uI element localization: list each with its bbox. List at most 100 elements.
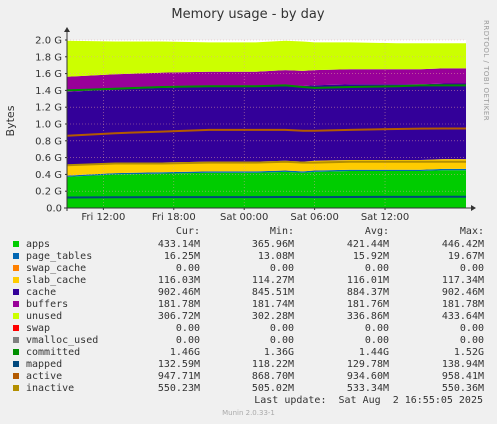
x-tick-label: Sat 12:00 <box>361 212 409 223</box>
legend-name: active <box>26 371 63 382</box>
legend-max: 19.67M <box>447 251 484 262</box>
y-tick-label: 2.0 G <box>35 36 62 47</box>
legend-row-committed: committed 1.46G 1.36G 1.44G 1.52G <box>0 347 497 359</box>
legend-name: inactive <box>26 383 75 394</box>
chart-title: Memory usage - by day <box>171 7 324 22</box>
legend-min: 868.70M <box>251 371 294 382</box>
y-tick-label: 0.2 G <box>35 187 62 198</box>
legend-avg: 421.44M <box>346 239 389 250</box>
line-mapped <box>66 195 466 199</box>
x-tick-label: Fri 12:00 <box>81 212 125 223</box>
header-avg: Avg: <box>364 226 389 237</box>
legend-swatch <box>13 337 19 343</box>
legend-avg: 533.34M <box>346 383 389 394</box>
legend-row-slab_cache: slab_cache 116.03M 114.27M 116.01M 117.34M <box>0 275 497 287</box>
legend-min: 118.22M <box>251 359 294 370</box>
line-active <box>66 127 466 137</box>
legend-row-page_tables: page_tables 16.25M 13.08M 15.92M 19.67M <box>0 251 497 263</box>
legend-cur: 550.23M <box>157 383 200 394</box>
header-max: Max: <box>459 226 484 237</box>
legend-row-swap_cache: swap_cache 0.00 0.00 0.00 0.00 <box>0 263 497 275</box>
legend-swatch <box>13 313 19 319</box>
legend-cur: 306.72M <box>157 311 200 322</box>
legend-min: 13.08M <box>257 251 294 262</box>
legend-min: 505.02M <box>251 383 294 394</box>
legend-max: 181.78M <box>441 299 484 310</box>
x-tick-label: Sat 06:00 <box>290 212 338 223</box>
axes <box>64 27 476 211</box>
legend-avg: 129.78M <box>346 359 389 370</box>
legend-row-apps: apps 433.14M 365.96M 421.44M 446.42M <box>0 239 497 251</box>
legend-name: mapped <box>26 359 63 370</box>
legend-name: committed <box>26 347 81 358</box>
legend-row-vmalloc_used: vmalloc_used 0.00 0.00 0.00 0.00 <box>0 335 497 347</box>
last-update: Last update: Sat Aug 2 16:55:05 2025 <box>254 395 483 406</box>
legend-swatch <box>13 265 19 271</box>
stacked-areas <box>67 40 466 208</box>
legend-row-cache: cache 902.46M 845.51M 884.37M 902.46M <box>0 287 497 299</box>
legend-avg: 0.00 <box>364 335 389 346</box>
legend-avg: 934.60M <box>346 371 389 382</box>
x-axis-arrow <box>471 205 476 211</box>
y-tick-label: 1.2 G <box>35 103 62 114</box>
legend-swatch <box>13 289 19 295</box>
y-tick-label: 0.4 G <box>35 170 62 181</box>
x-tick-labels: Fri 12:00 Fri 18:00 Sat 00:00 Sat 06:00 Sat … <box>81 208 409 223</box>
legend-min: 845.51M <box>251 287 294 298</box>
overlay-lines <box>66 84 466 199</box>
area-apps <box>67 170 466 208</box>
y-tick-label: 1.4 G <box>35 86 62 97</box>
legend-max: 138.94M <box>441 359 484 370</box>
legend-name: slab_cache <box>26 275 87 286</box>
legend-name: buffers <box>26 299 69 310</box>
legend-cur: 947.71M <box>157 371 200 382</box>
legend-cur: 0.00 <box>175 323 200 334</box>
legend-avg: 884.37M <box>346 287 389 298</box>
legend-cur: 132.59M <box>157 359 200 370</box>
legend-row-buffers: buffers 181.78M 181.74M 181.76M 181.78M <box>0 299 497 311</box>
legend-min: 114.27M <box>251 275 294 286</box>
legend-cur: 116.03M <box>157 275 200 286</box>
x-tick-label: Fri 18:00 <box>152 212 196 223</box>
legend-header: Cur: Min: Avg: Max: <box>0 226 497 238</box>
legend-name: swap_cache <box>26 263 87 274</box>
legend-max: 0.00 <box>459 335 484 346</box>
legend-avg: 15.92M <box>352 251 389 262</box>
y-tick-labels: 0.0 0.2 G 0.4 G 0.6 G 0.8 G 1.0 G 1.2 G 1.4 G 1.… <box>35 36 67 215</box>
legend-swatch <box>13 385 19 391</box>
legend-min: 0.00 <box>269 335 294 346</box>
memory-usage-chart: Memory usage - by day Bytes RRDTOOL / TO… <box>4 7 490 223</box>
legend-avg: 0.00 <box>364 323 389 334</box>
legend-min: 302.28M <box>251 311 294 322</box>
legend-cur: 902.46M <box>157 287 200 298</box>
legend-row-active: active 947.71M 868.70M 934.60M 958.41M <box>0 371 497 383</box>
y-tick-label: 0.0 <box>46 204 62 215</box>
legend-swatch <box>13 253 19 259</box>
legend-cur: 1.46G <box>169 347 200 358</box>
legend-cur: 181.78M <box>157 299 200 310</box>
area-cache <box>67 83 466 166</box>
legend-min: 0.00 <box>269 323 294 334</box>
legend-max: 446.42M <box>441 239 484 250</box>
y-tick-label: 1.0 G <box>35 120 62 131</box>
y-tick-label: 1.6 G <box>35 69 62 80</box>
legend-cur: 0.00 <box>175 335 200 346</box>
legend-row-swap: swap 0.00 0.00 0.00 0.00 <box>0 323 497 335</box>
rrdtool-side-label: RRDTOOL / TOBI OETIKER <box>482 20 490 121</box>
legend-avg: 336.86M <box>346 311 389 322</box>
area-page_tables <box>67 168 466 177</box>
legend-name: swap <box>26 323 51 334</box>
legend-min: 1.36G <box>263 347 294 358</box>
legend-max: 902.46M <box>441 287 484 298</box>
legend-min: 181.74M <box>251 299 294 310</box>
legend-cur: 433.14M <box>157 239 200 250</box>
legend-swatch <box>13 349 19 355</box>
legend-name: cache <box>26 287 57 298</box>
y-tick-label: 0.6 G <box>35 153 62 164</box>
y-tick-label: 0.8 G <box>35 136 62 147</box>
legend-swatch <box>13 277 19 283</box>
legend-swatch <box>13 361 19 367</box>
legend-name: unused <box>26 311 63 322</box>
legend-avg: 116.01M <box>346 275 389 286</box>
legend-row-mapped: mapped 132.59M 118.22M 129.78M 138.94M <box>0 359 497 371</box>
